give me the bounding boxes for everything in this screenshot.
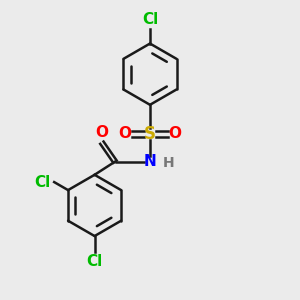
Text: S: S bbox=[144, 125, 156, 143]
Text: O: O bbox=[95, 125, 108, 140]
Text: O: O bbox=[168, 127, 181, 142]
Text: O: O bbox=[119, 127, 132, 142]
Text: Cl: Cl bbox=[86, 254, 103, 268]
Text: Cl: Cl bbox=[142, 13, 158, 28]
Text: H: H bbox=[162, 156, 174, 170]
Text: Cl: Cl bbox=[34, 175, 51, 190]
Text: N: N bbox=[144, 154, 156, 169]
